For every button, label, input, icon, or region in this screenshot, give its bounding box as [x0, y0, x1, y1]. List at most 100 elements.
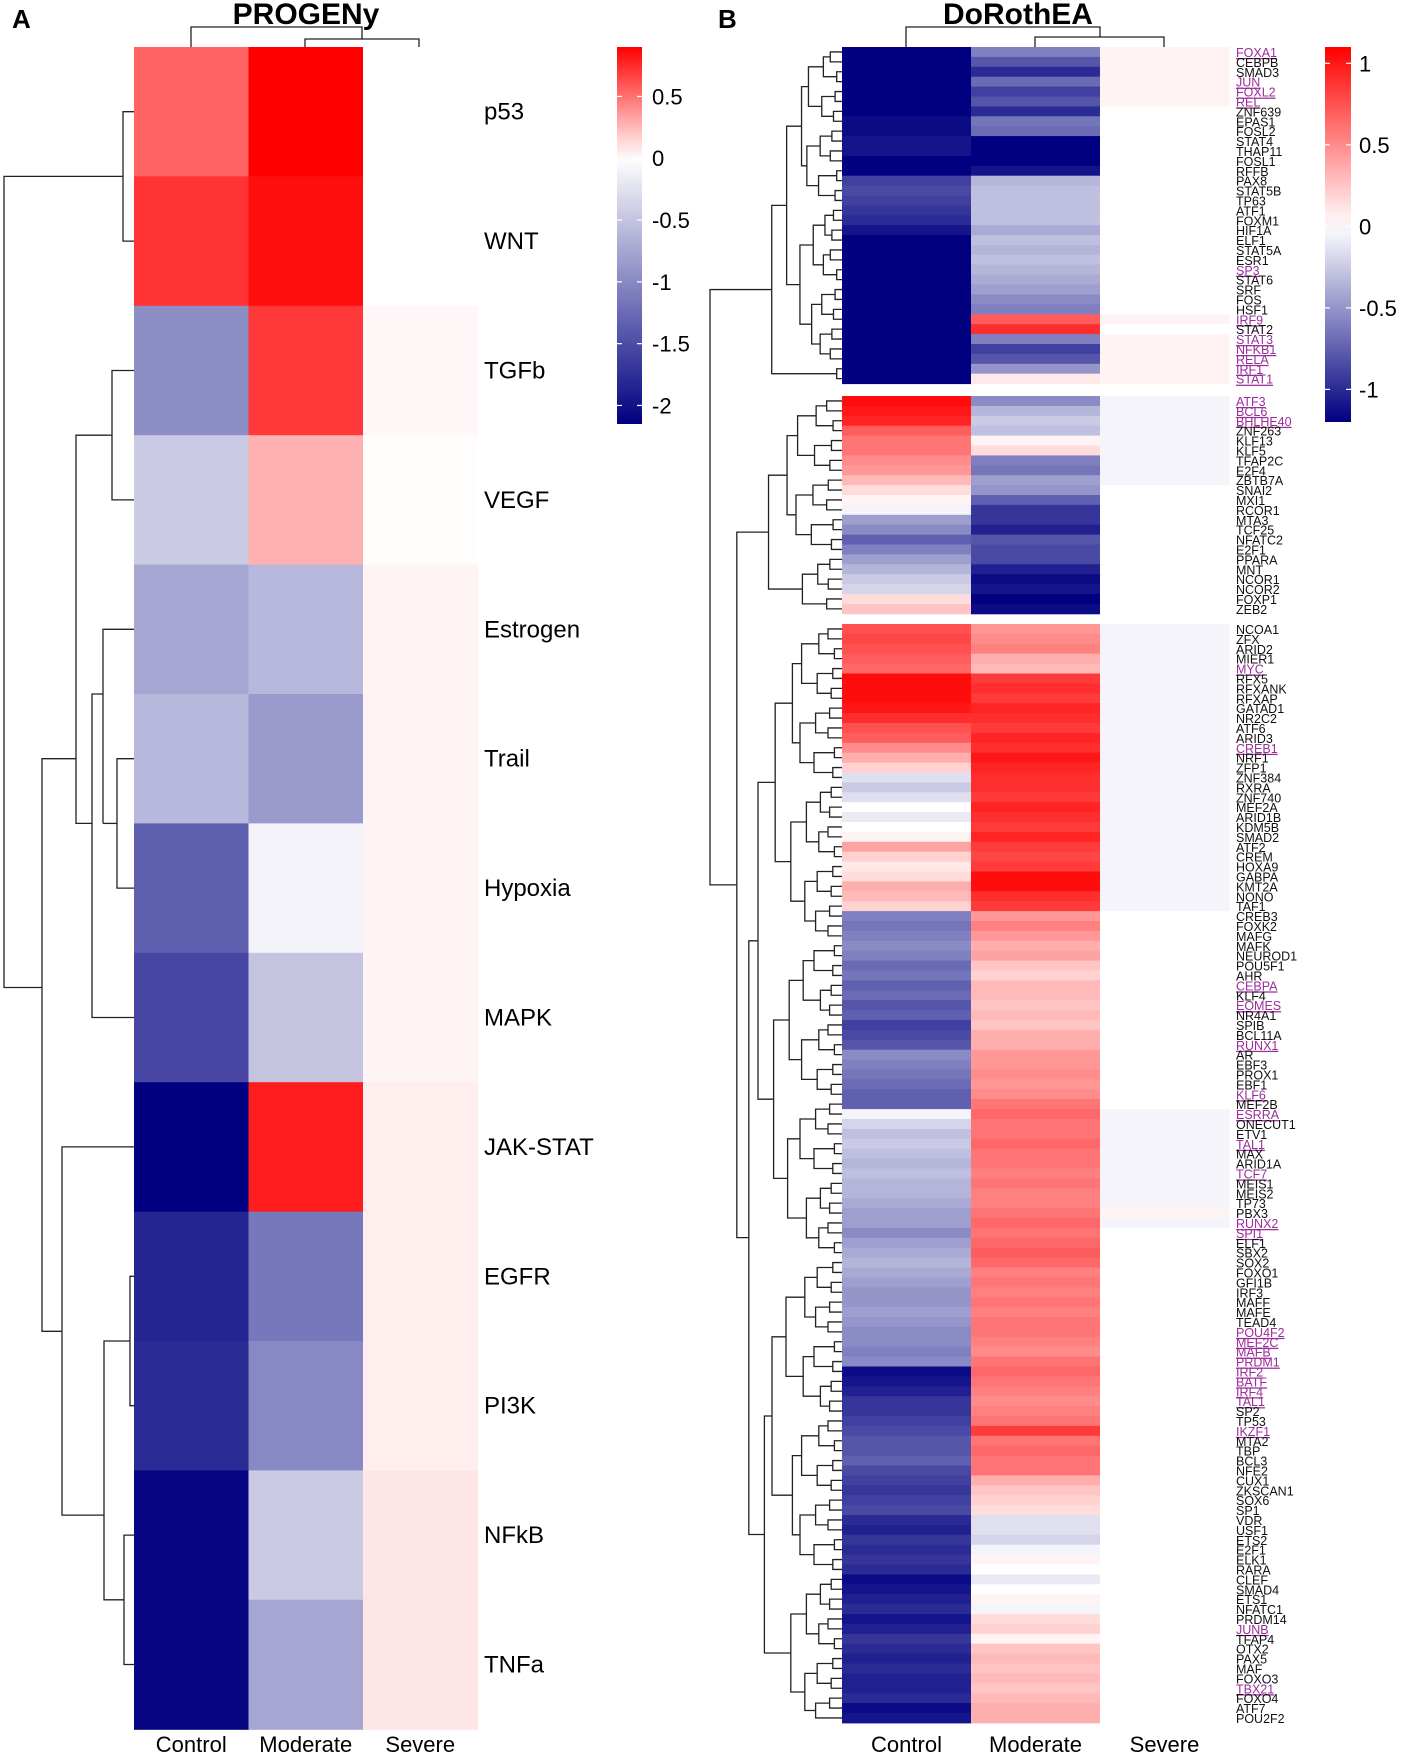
panel-b-dendrogram-branch [815, 405, 834, 427]
panel-b-cell [842, 254, 972, 266]
panel-b-dendrogram-branch [832, 519, 842, 531]
panel-b-cell [842, 1198, 972, 1209]
panel-b-cell [971, 274, 1101, 286]
panel-b-cell [971, 136, 1101, 147]
panel-b-cell [842, 294, 972, 305]
panel-b-cell [971, 1505, 1101, 1516]
panel-b-cell [842, 544, 972, 555]
panel-b-cell [842, 713, 972, 724]
panel-b-row-label: USF1 [1236, 1524, 1268, 1538]
panel-a-letter: A [12, 4, 31, 34]
panel-b-cell [1100, 901, 1230, 912]
panel-b-cell [1100, 1109, 1230, 1120]
panel-b-dendrogram-branch [828, 1301, 842, 1313]
panel-b-title: DoRothEA [943, 0, 1093, 31]
panel-b-cell [1100, 624, 1230, 635]
panel-a-cell [248, 47, 364, 177]
panel-b-cell [842, 485, 972, 496]
panel-b-dendrogram-branch [832, 420, 842, 432]
panel-b-cell [842, 1227, 972, 1239]
panel-b-row-label: CREB3 [1236, 910, 1278, 924]
panel-b-cell [971, 455, 1101, 466]
panel-b-cell [1100, 1049, 1230, 1061]
panel-b-dendrogram-branch [799, 722, 816, 764]
panel-b-row-label: KLF6 [1236, 1088, 1266, 1102]
panel-a-row-label: TGFb [484, 358, 545, 385]
panel-b-cell [1100, 495, 1230, 506]
panel-b-cell [1100, 1485, 1230, 1496]
panel-b-cell [842, 314, 972, 325]
panel-b-row-label: TEAD4 [1236, 1316, 1276, 1330]
panel-a-cell [363, 1211, 479, 1342]
panel-b-row-label: TP53 [1236, 1415, 1266, 1429]
panel-b-cell [971, 1326, 1101, 1338]
panel-b-cell [842, 812, 972, 823]
panel-b-cell [1100, 1218, 1230, 1229]
panel-b-cell [971, 254, 1101, 266]
panel-b-cell [1100, 514, 1230, 526]
panel-b-cell [1100, 831, 1230, 843]
panel-b-dendrogram-branch [829, 348, 842, 360]
panel-b-cell [842, 1643, 972, 1655]
panel-b-cell [842, 396, 972, 407]
panel-b-cell [842, 435, 972, 446]
panel-b-row-label: EPAS1 [1236, 115, 1275, 129]
panel-b-row-label: E2F1 [1236, 544, 1266, 558]
panel-b-cell [1100, 1376, 1230, 1387]
panel-b-cell [842, 762, 972, 773]
panel-b-cell [1100, 930, 1230, 942]
panel-b-cell [971, 584, 1101, 595]
panel-b-dendrogram-branch [767, 474, 803, 590]
panel-b-cell [971, 1208, 1101, 1219]
panel-b-dendrogram-branch [829, 249, 842, 261]
panel-a-cell [134, 1211, 250, 1342]
panel-b-cell [1100, 950, 1230, 962]
panel-b-cell [1100, 475, 1230, 486]
panel-a-cell [248, 694, 364, 824]
panel-b-cell [842, 970, 972, 981]
panel-a-col-dendrogram-branch [190, 26, 363, 47]
panel-b-cell [842, 1287, 972, 1298]
panel-b-cell [1100, 1257, 1230, 1268]
panel-b-cell [971, 673, 1101, 684]
panel-b-cell [971, 1317, 1101, 1328]
panel-b-cell [971, 1475, 1101, 1486]
panel-b-cell [971, 514, 1101, 526]
panel-b-row-label: ATF1 [1236, 204, 1266, 218]
panel-b-cell [1100, 264, 1230, 276]
panel-a-cell [363, 176, 479, 307]
panel-b-cell [971, 1544, 1101, 1556]
panel-a-cell [134, 1470, 250, 1601]
panel-b-row-label: ZNF384 [1236, 772, 1281, 786]
panel-b-cell [1100, 1029, 1230, 1041]
panel-b-row-label: ATF2 [1236, 841, 1266, 855]
panel-b-cell [1100, 215, 1230, 226]
panel-b-row-label: REL [1236, 96, 1260, 110]
panel-b-cell [1100, 274, 1230, 286]
panel-b-dendrogram-branch [833, 1638, 842, 1650]
panel-b-dendrogram-branch [832, 865, 842, 878]
panel-b-dendrogram-branch [774, 702, 793, 863]
panel-b-row-label: IRF4 [1236, 1385, 1263, 1399]
panel-b-dendrogram-branch [827, 628, 842, 640]
panel-b-cell [971, 116, 1101, 127]
panel-b-cell [971, 1307, 1101, 1318]
panel-a-heatmap [134, 47, 479, 1730]
panel-b-row-label: TAL1 [1236, 1138, 1265, 1152]
panel-b-cell [971, 47, 1101, 58]
panel-b-cell [1100, 1317, 1230, 1328]
panel-b-cell [842, 1416, 972, 1427]
panel-b-dendrogram-branch [834, 189, 842, 202]
panel-b-cell [842, 405, 972, 417]
panel-b-cell [842, 1237, 972, 1249]
panel-a-cell [363, 1599, 479, 1730]
panel-b-row-label: FOXA1 [1236, 46, 1277, 60]
panel-b-cell [971, 792, 1101, 803]
panel-b-dendrogram-branch [833, 1341, 842, 1353]
panel-b-cell [971, 802, 1101, 813]
panel-b-cell [842, 136, 972, 147]
panel-b-cell [1100, 155, 1230, 167]
panel-b-row-label: TFAP2C [1236, 454, 1283, 468]
panel-b-cell [842, 1168, 972, 1179]
